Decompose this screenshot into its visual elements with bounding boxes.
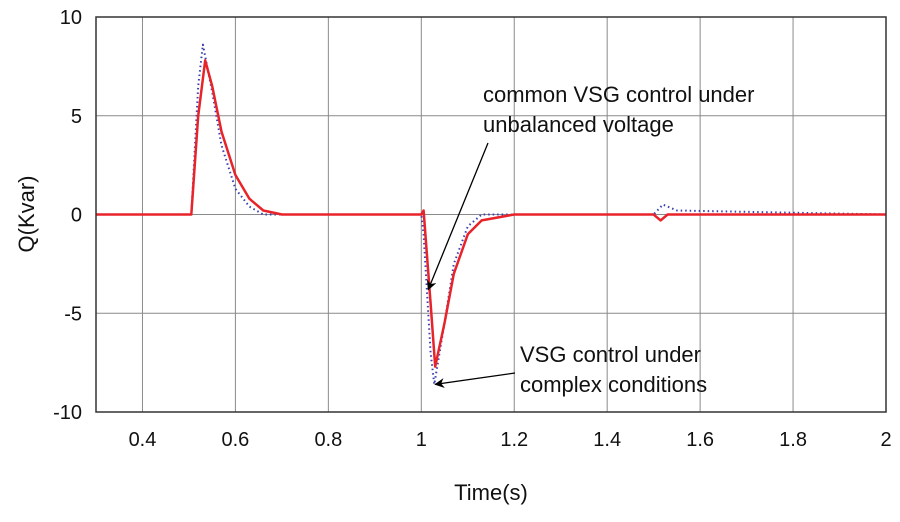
annotation-arrow <box>427 142 489 291</box>
annotation-arrow <box>434 372 516 389</box>
y-tick-label: 5 <box>71 106 82 128</box>
series-line-solid <box>96 59 886 368</box>
x-tick-label: 0.6 <box>222 429 250 451</box>
x-tick-label: 1.6 <box>686 429 714 451</box>
x-tick-label: 1.8 <box>779 429 807 451</box>
annotations: common VSG control under unbalanced volta… <box>427 82 754 397</box>
tick-labels: 0.4 0.6 0.8 1 1.2 1.4 1.6 1.8 2 10 5 0 -5 -10 <box>53 7 891 451</box>
series-group <box>96 43 887 386</box>
x-tick-label: 1 <box>416 429 427 451</box>
x-tick-label: 1.2 <box>500 429 528 451</box>
y-tick-label: -10 <box>53 402 82 424</box>
y-axis-label: Q(Kvar) <box>14 176 39 253</box>
plot-frame <box>95 16 887 413</box>
y-tick-label: 0 <box>71 205 82 227</box>
annotation-text: VSG control under <box>520 342 701 367</box>
x-axis-label: Time(s) <box>454 480 528 505</box>
annotation-text: complex conditions <box>520 372 707 397</box>
x-tick-label: 1.4 <box>593 429 621 451</box>
x-tick-label: 0.4 <box>129 429 157 451</box>
y-tick-label: 10 <box>60 7 82 29</box>
x-tick-label: 0.8 <box>314 429 342 451</box>
annotation-text: common VSG control under <box>483 82 754 107</box>
annotation-text: unbalanced voltage <box>483 112 674 137</box>
x-tick-label: 2 <box>880 429 891 451</box>
y-tick-label: -5 <box>64 303 82 325</box>
